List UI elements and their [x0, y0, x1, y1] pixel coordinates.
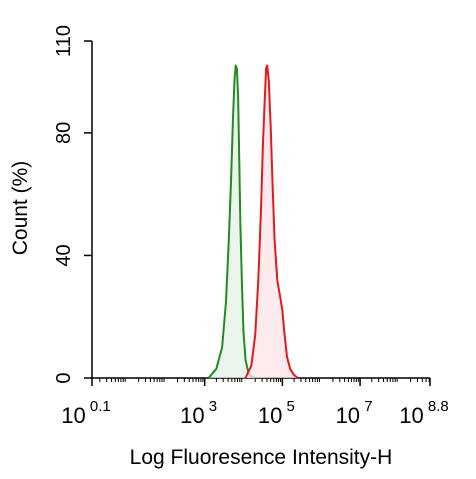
series-1-area: [208, 65, 256, 378]
x-tick-label: 10 3: [180, 398, 217, 428]
y-ticks: 0 40 80 110: [53, 25, 92, 384]
x-ticks: 10 0.1 10 3 10 5 10 7 10 8.8: [61, 378, 449, 428]
y-tick-label: 0: [53, 372, 75, 383]
y-tick-label: 80: [53, 122, 75, 144]
x-tick-label: 10 0.1: [61, 398, 111, 428]
y-tick-label: 110: [53, 25, 75, 57]
series-2-area: [245, 65, 298, 378]
x-tick-label: 10 5: [258, 398, 295, 428]
x-tick-label: 10 7: [336, 398, 373, 428]
x-axis-label: Log Fluoresence Intensity-H: [130, 446, 393, 469]
x-tick-label: 10 8.8: [399, 398, 449, 428]
y-axis-label: Count (%): [9, 161, 32, 256]
y-tick-label: 40: [53, 244, 75, 266]
series-1-line: [207, 64, 256, 379]
series-2-line: [244, 64, 299, 379]
series-layer: [207, 64, 299, 379]
x-minor-ticks: [99, 378, 430, 382]
